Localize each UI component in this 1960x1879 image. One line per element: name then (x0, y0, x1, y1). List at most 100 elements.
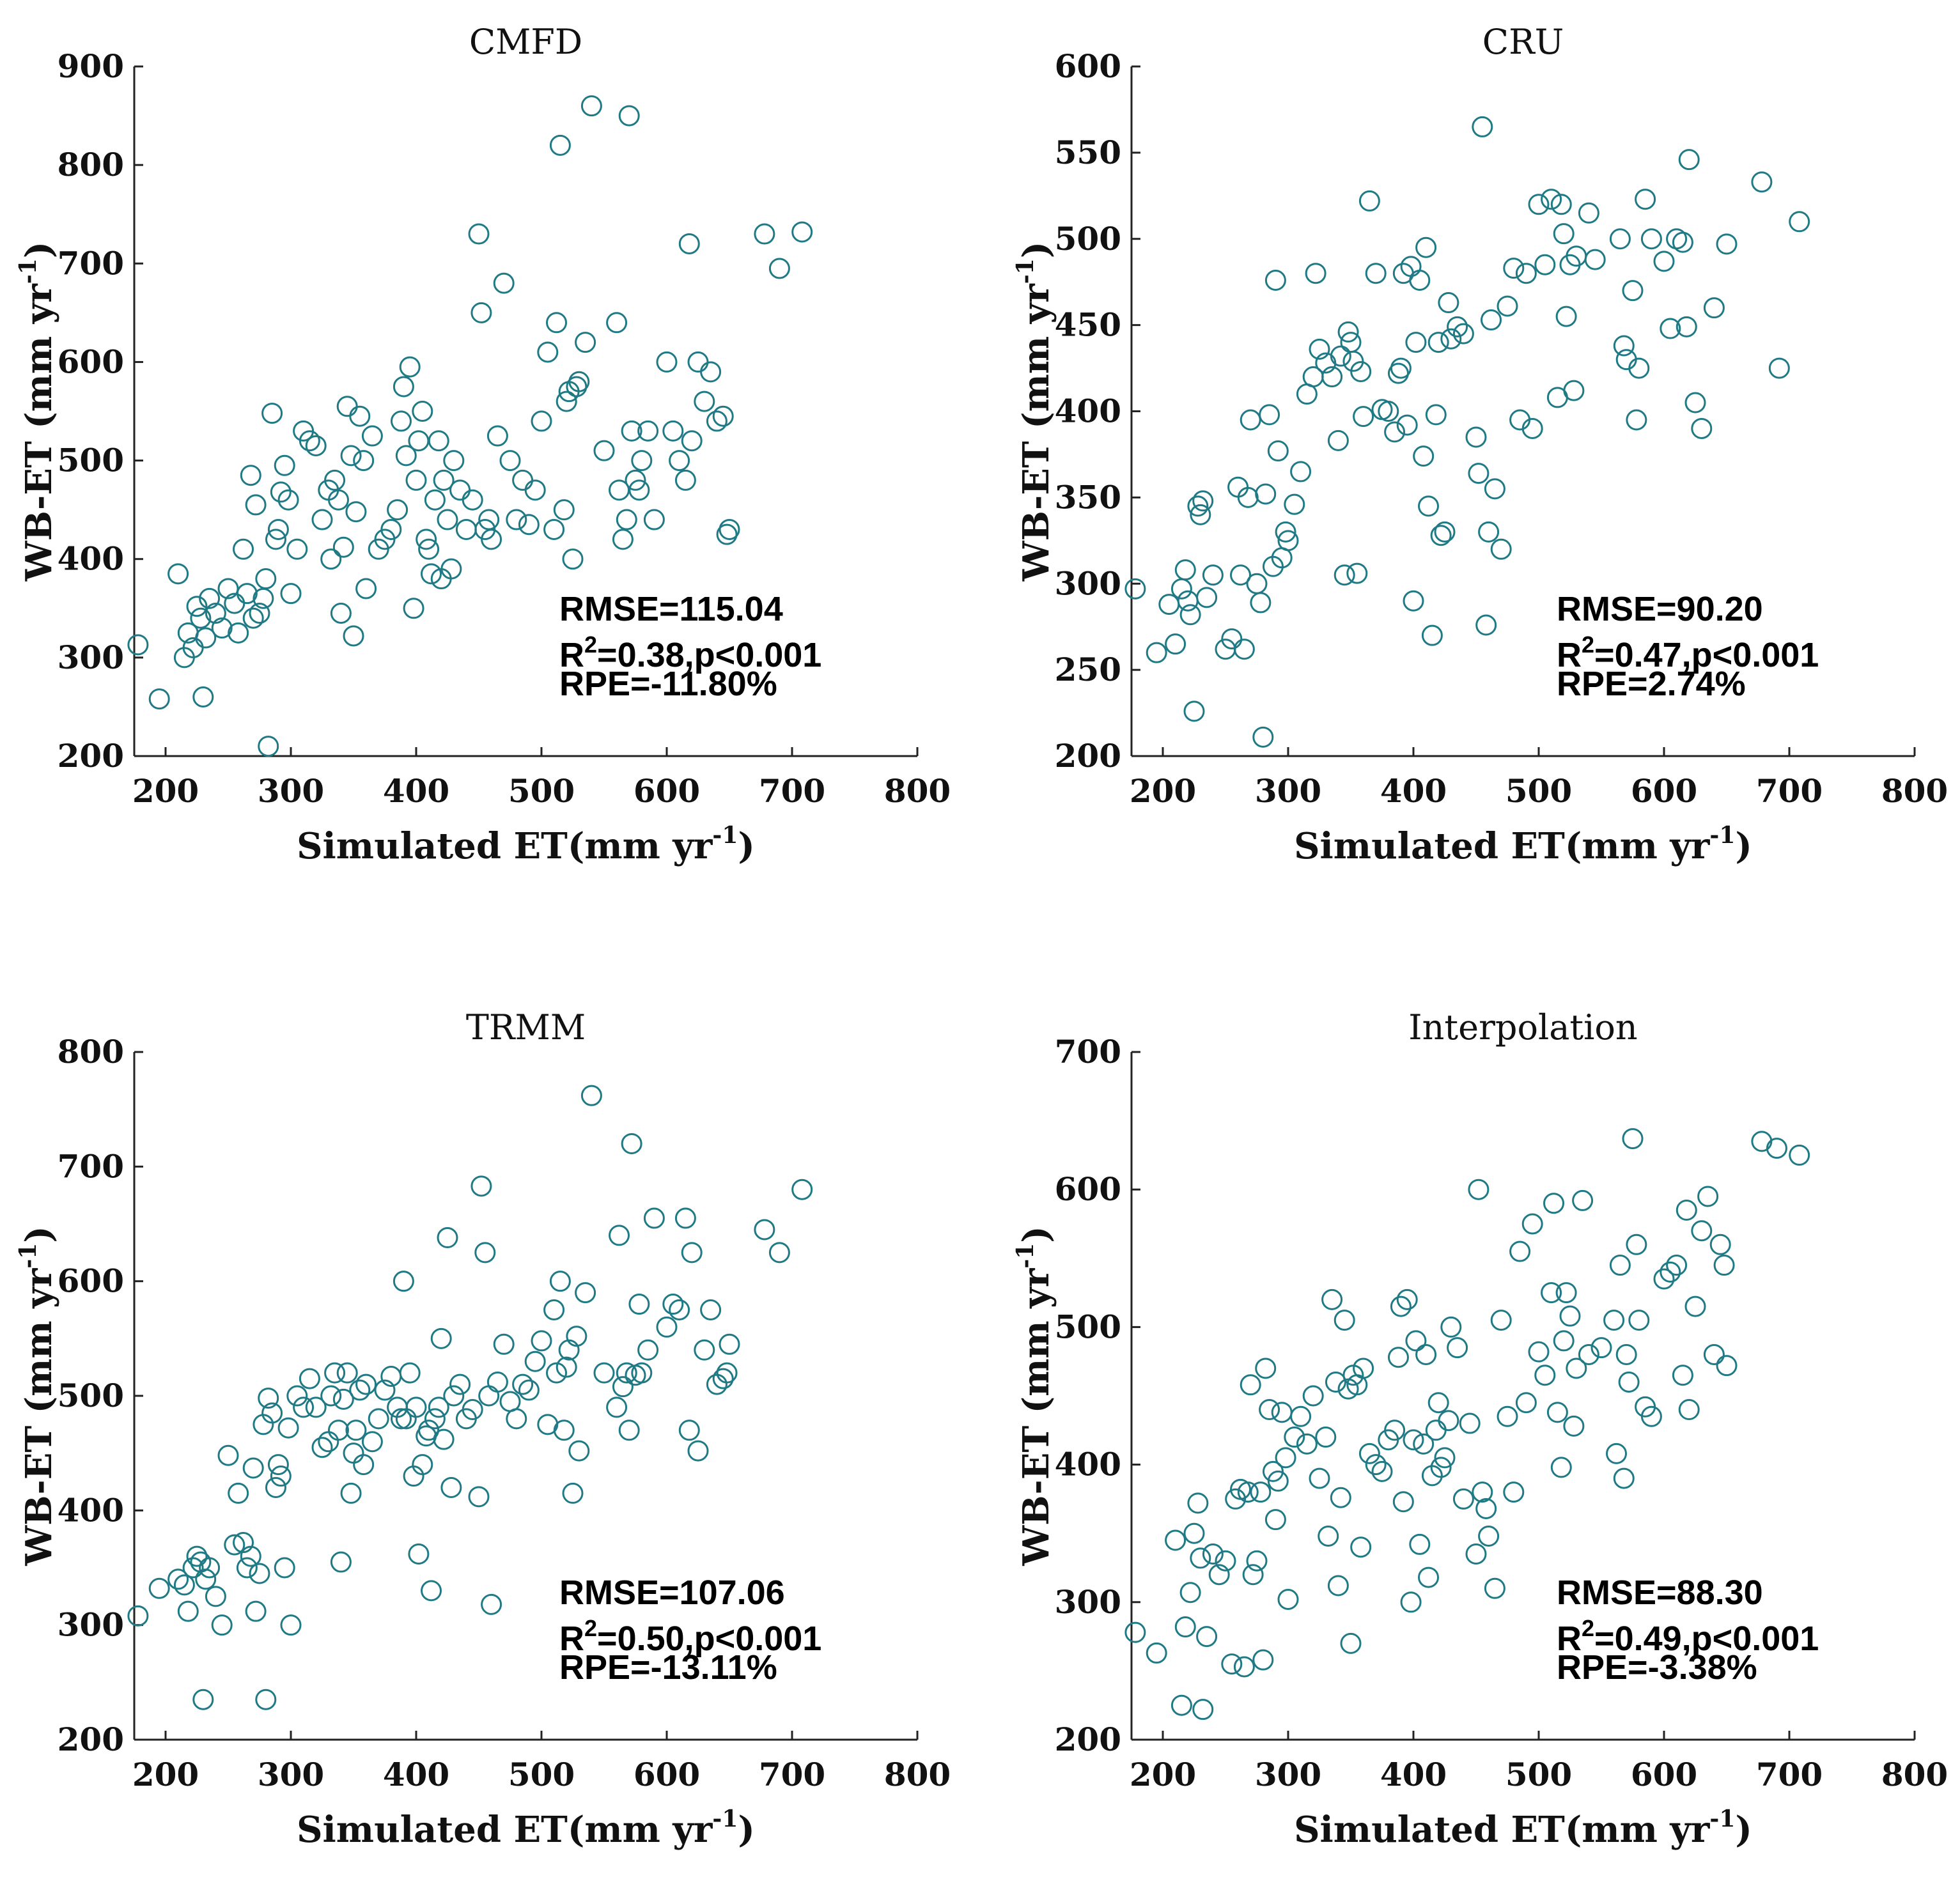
trmm-data-point (324, 1362, 346, 1384)
cmfd-data-point (340, 445, 362, 467)
interpolation-data-point (1440, 1316, 1462, 1338)
cmfd-data-point (167, 563, 189, 585)
cmfd-data-point (674, 469, 696, 491)
trmm-data-point (345, 1419, 367, 1441)
cru-data-point (1447, 316, 1468, 337)
trmm-data-point (694, 1339, 715, 1361)
interpolation-data-point (1678, 1399, 1700, 1421)
cmfd-data-point (233, 538, 254, 560)
trmm-data-point (606, 1396, 628, 1418)
trmm-data-point (211, 1614, 233, 1636)
trmm-data-point (506, 1408, 527, 1430)
cru-r2-sup: 2 (1582, 631, 1594, 658)
interpolation-data-point (1609, 1255, 1631, 1276)
trmm-x-tick-label: 500 (508, 1756, 575, 1793)
cru-data-point (1628, 357, 1650, 379)
interpolation-data-point (1202, 1543, 1224, 1565)
interpolation-data-point (1365, 1454, 1387, 1476)
cmfd-data-point (486, 425, 508, 447)
interpolation-x-axis-label: Simulated ET(mm yr-1) (1294, 1806, 1752, 1851)
interpolation-x-tick-label: 600 (1631, 1756, 1697, 1793)
cru-data-point (1365, 263, 1387, 284)
interpolation-data-point (1578, 1343, 1599, 1365)
cmfd-data-point (255, 568, 277, 590)
cmfd-y-label-close: ) (18, 242, 60, 259)
cru-data-point (1334, 564, 1355, 586)
cru-x-tick-label: 800 (1881, 772, 1948, 810)
interpolation-x-label-sup: -1 (1709, 1806, 1735, 1832)
cru-data-point (1550, 194, 1572, 215)
interpolation-data-point (1240, 1374, 1261, 1396)
interpolation-data-point (1591, 1337, 1612, 1359)
cmfd-data-point (267, 518, 289, 540)
trmm-data-point (270, 1465, 292, 1487)
interpolation-data-point (1459, 1412, 1481, 1434)
trmm-data-point (478, 1385, 500, 1407)
cmfd-data-point (719, 518, 740, 540)
trmm-data-point (543, 1299, 565, 1320)
cmfd-data-point (768, 258, 790, 279)
cru-data-point (1158, 594, 1180, 615)
trmm-data-point (553, 1419, 575, 1441)
interpolation-data-point (1484, 1577, 1505, 1599)
cmfd-data-point (524, 479, 546, 501)
cmfd-x-tick-label: 200 (132, 772, 199, 810)
cru-data-point (1497, 295, 1518, 317)
interpolation-data-point (1497, 1405, 1518, 1427)
interpolation-data-point (1387, 1347, 1409, 1368)
interpolation-data-point (1452, 1488, 1474, 1510)
cru-data-point (1465, 426, 1487, 448)
cru-data-point (1384, 421, 1406, 443)
trmm-x-axis-label: Simulated ET(mm yr-1) (297, 1806, 755, 1851)
cru-data-point (1578, 202, 1599, 224)
cru-data-point (1640, 228, 1662, 250)
cru-data-point (1438, 292, 1459, 314)
interpolation-data-point (1296, 1433, 1318, 1455)
cmfd-data-point (190, 607, 212, 629)
trmm-data-point (754, 1219, 775, 1241)
trmm-data-point (524, 1350, 546, 1372)
cru-data-point (1342, 350, 1364, 372)
trmm-data-point (224, 1534, 245, 1556)
interpolation-data-point (1553, 1330, 1575, 1352)
trmm-data-point (286, 1385, 308, 1407)
cmfd-data-point (437, 509, 458, 530)
cru-data-point (1396, 414, 1418, 436)
trmm-data-point (293, 1396, 315, 1418)
cmfd-x-label-text: Simulated ET(mm yr (297, 825, 713, 867)
interpolation-data-point (1572, 1189, 1594, 1211)
cru-data-point (1330, 345, 1351, 367)
interpolation-data-point (1271, 1402, 1293, 1423)
cru-data-point (1418, 495, 1440, 517)
cru-data-point (1187, 495, 1209, 517)
cmfd-data-point (390, 410, 412, 432)
interpolation-data-point (1618, 1371, 1640, 1393)
cmfd-data-point (700, 361, 722, 383)
trmm-data-point (332, 1388, 354, 1410)
trmm-data-point (593, 1362, 615, 1384)
cru-data-point (1563, 380, 1585, 401)
cmfd-data-point (211, 617, 233, 639)
trmm-x-tick-label: 300 (258, 1756, 324, 1793)
cmfd-data-point (575, 332, 596, 353)
cmfd-data-point (205, 602, 226, 624)
trmm-data-point (558, 1339, 580, 1361)
cru-data-point (1541, 189, 1562, 210)
interpolation-data-point (1242, 1564, 1264, 1586)
cru-data-point (1240, 409, 1261, 431)
trmm-rmse-label: RMSE=107.06 (559, 1574, 785, 1612)
interpolation-data-point (1528, 1341, 1550, 1363)
cru-data-point (1309, 338, 1330, 360)
cmfd-data-point (195, 627, 217, 649)
trmm-data-point (305, 1396, 327, 1418)
cru-data-point (1768, 357, 1790, 379)
cmfd-data-point (546, 312, 568, 334)
trmm-data-point (618, 1419, 640, 1441)
cru-y-axis-label: WB-ET (mm yr-1) (1012, 242, 1057, 582)
interpolation-data-point (1515, 1392, 1537, 1414)
cmfd-data-point (424, 489, 446, 511)
trmm-data-point (217, 1444, 239, 1466)
cmfd-data-point (562, 548, 584, 570)
trmm-data-point (662, 1294, 684, 1315)
